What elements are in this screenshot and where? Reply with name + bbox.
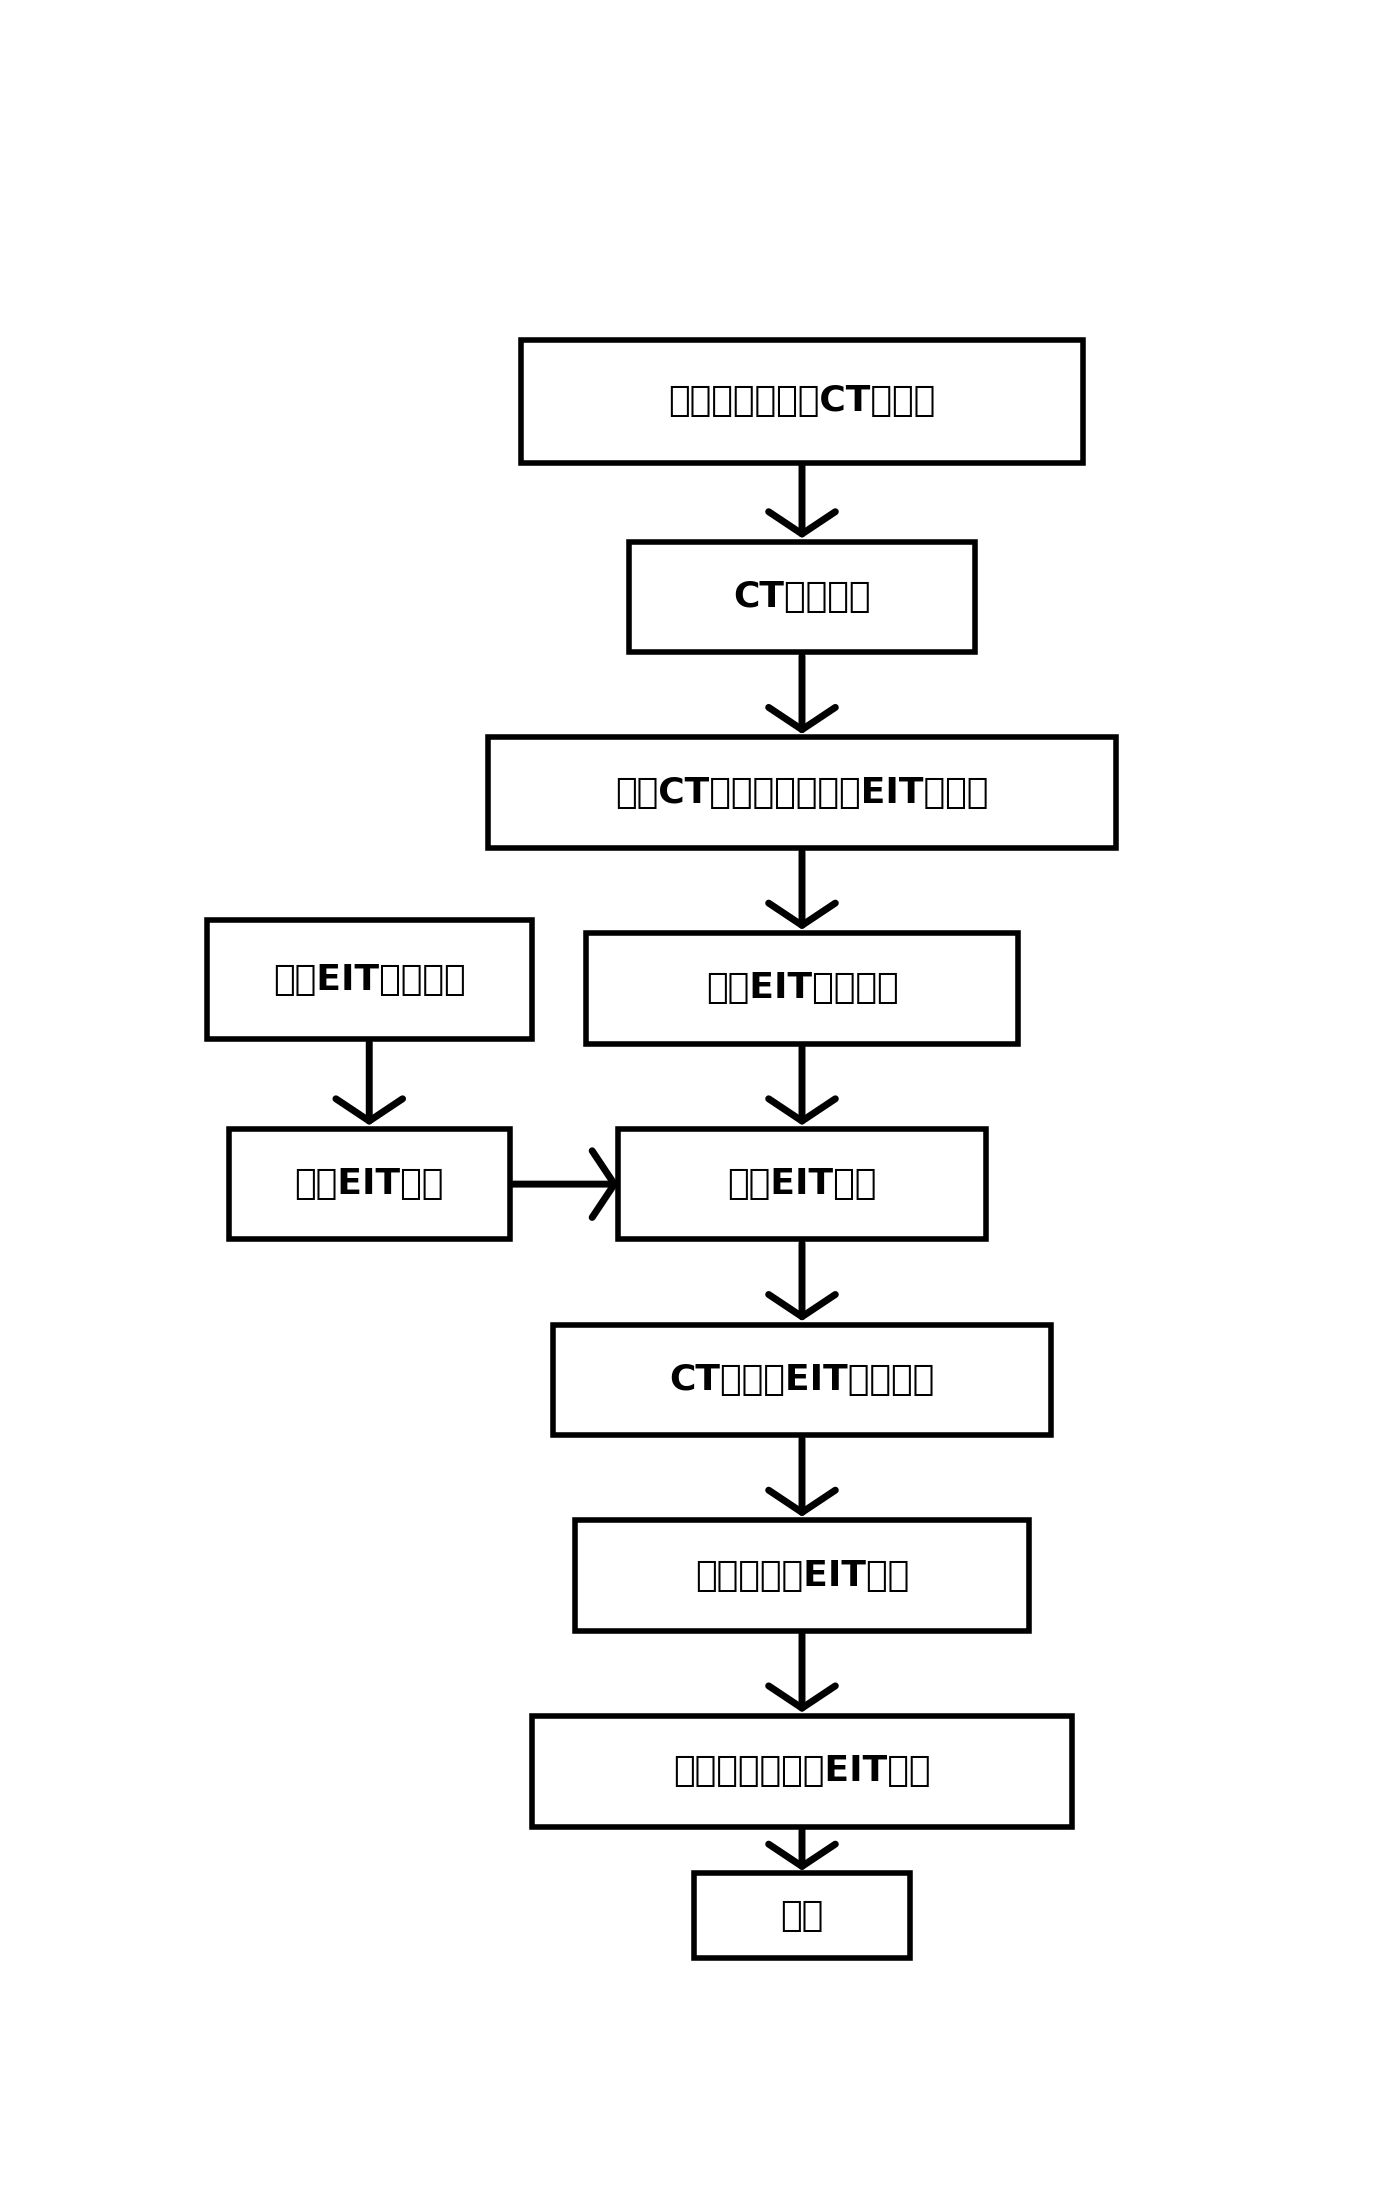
Text: CT图像与EIT图像融合: CT图像与EIT图像融合: [669, 1364, 935, 1397]
Text: 结束: 结束: [780, 1898, 824, 1934]
Bar: [618, 1129, 986, 1240]
Text: 获取CT图像，并输入到EIT系统中: 获取CT图像，并输入到EIT系统中: [616, 776, 988, 809]
Bar: [694, 1874, 910, 1958]
Bar: [489, 738, 1115, 849]
Bar: [532, 1715, 1072, 1825]
Text: 安装EIT测量电极: 安装EIT测量电极: [274, 964, 465, 997]
Text: CT扫描成像: CT扫描成像: [733, 579, 871, 614]
Bar: [586, 933, 1019, 1043]
Bar: [207, 919, 532, 1039]
Bar: [575, 1520, 1029, 1631]
Text: 采集EIT数据: 采集EIT数据: [295, 1167, 444, 1200]
Bar: [553, 1324, 1051, 1434]
Text: 在电极位置处贴CT定标物: 在电极位置处贴CT定标物: [669, 385, 935, 418]
Bar: [229, 1129, 510, 1240]
Text: 保存，分析EIT图像: 保存，分析EIT图像: [695, 1558, 909, 1593]
Text: 获取EIT先验信息: 获取EIT先验信息: [706, 972, 898, 1006]
Bar: [521, 340, 1083, 462]
Bar: [628, 541, 974, 652]
Text: 重构EIT图像: 重构EIT图像: [727, 1167, 877, 1200]
Text: 输出打印，刻录EIT图像: 输出打印，刻录EIT图像: [673, 1755, 931, 1788]
